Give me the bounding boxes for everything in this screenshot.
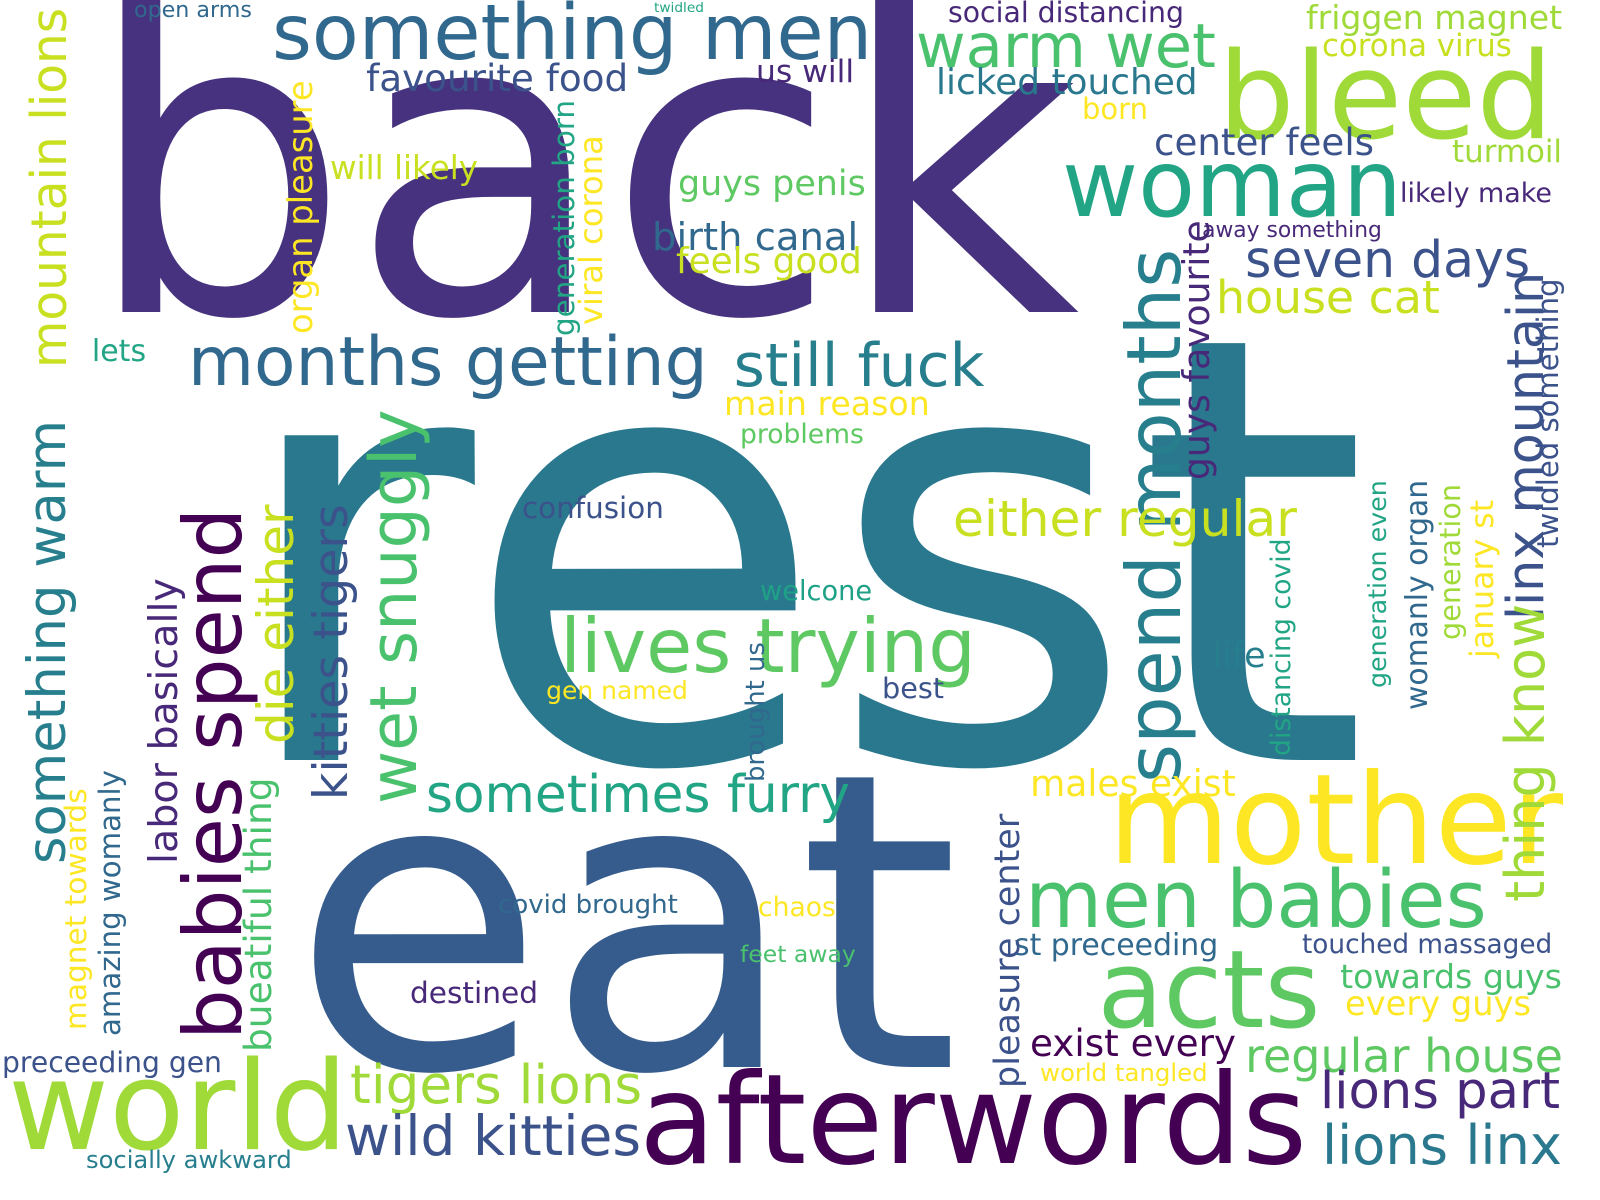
word-tigers-lions: tigers lions [350,1054,643,1117]
word-guys-favourite: guys favourite [1175,220,1218,480]
word-social-distancing: social distancing [948,0,1184,29]
word-gen-named: gen named [546,675,688,705]
word-touched-massaged: touched massaged [1302,929,1553,960]
word-kitties-tigers: kitties tigers [304,504,360,800]
word-woman: woman [1062,130,1402,239]
word-bleed: bleed [1218,26,1553,167]
word-mother: mother [1108,747,1564,893]
word-guys-penis: guys penis [678,163,866,204]
word-something-men: something men [272,0,873,79]
word-lets: lets [91,334,147,369]
word-corona-virus: corona virus [1322,27,1512,64]
word-born: born [1082,91,1148,126]
word-lions-part: lions part [1320,1061,1561,1122]
word-bueatiful-thing: bueatiful thing [236,777,281,1053]
word-distancing-covid: distancing covid [1265,538,1297,756]
word-away-something: away something [1202,218,1382,244]
word-sometimes-furry: sometimes furry [426,765,850,826]
word-us-will: us will [756,54,855,91]
word-birth-canal: birth canal [652,214,859,260]
word-open-arms: open arms [134,0,252,23]
word-lives-trying: lives trying [560,601,976,690]
word-preceeding-gen: preceeding gen [2,1045,222,1079]
word-thing-know: thing know [1494,603,1558,902]
word-world: world [8,1035,349,1180]
word-acts: acts [1097,928,1321,1054]
word-wet-snuggly: wet snuggly [356,409,432,805]
word-towards-guys: towards guys [1340,957,1562,997]
word-covid-brought: covid brought [498,890,678,920]
word-mountain-lions: mountain lions [21,7,78,368]
word-regular-house: regular house [1245,1029,1563,1083]
word-exist-every: exist every [1030,1021,1237,1066]
word-seven-days: seven days [1245,229,1531,289]
word-january-st: january st [1465,499,1502,658]
word-afterwords: afterwords [639,1047,1308,1193]
word-confusion: confusion [522,491,664,526]
word-feels-good: feels good [676,241,862,283]
word-favourite-food: favourite food [366,56,629,101]
word-magnet-towards: magnet towards [59,788,94,1030]
word-st-preceeding: st preceeding [1014,928,1219,964]
word-friggen-magnet: friggen magnet [1306,0,1563,37]
word-organ-pleasure: organ pleasure [281,80,321,334]
word-house-cat: house cat [1216,270,1440,325]
word-problems: problems [740,418,864,450]
word-feet-away: feet away [740,940,856,969]
word-viral-corona: viral corona [571,135,610,325]
word-rest: rest [230,209,1370,901]
word-amazing-womanly: amazing womanly [93,770,128,1036]
word-pleasure-center: pleasure center [987,813,1028,1088]
word-twidled: twidled [654,0,704,17]
word-either-regular: either regular [953,488,1297,548]
word-months-getting: months getting [188,322,708,402]
word-eat: eat [291,684,960,1165]
word-back: back [84,0,1080,412]
word-labor-basically: labor basically [141,578,188,864]
word-warm-wet: warm wet [916,12,1216,83]
word-chaos: chaos [758,891,836,923]
word-center-feels: center feels [1154,120,1375,165]
word-generation-even: generation even [1363,480,1393,688]
word-will-likely: will likely [330,148,478,187]
word-likely-make: likely make [1400,177,1552,209]
word-destined: destined [410,976,538,1011]
word-twidled-something: twidled something [1531,278,1566,548]
word-die-either: die either [247,504,305,744]
word-wild-kitties: wild kitties [345,1103,641,1168]
word-main-reason: main reason [724,384,930,424]
word-men-babies: men babies [1025,853,1487,946]
word-licked-touched: licked touched [936,62,1198,103]
word-still-fuck: still fuck [733,331,985,401]
word-males-exist: males exist [1030,762,1236,805]
word-turmoil: turmoil [1452,133,1563,170]
word-lions-linx: lions linx [1322,1113,1563,1177]
word-life: life [1212,635,1266,676]
word-best: best [882,670,945,705]
word-brought-us: brought us [741,642,771,782]
word-womanly-organ: womanly organ [1400,479,1436,710]
word-welcone: welcone [760,576,873,608]
word-every-guys: every guys [1345,984,1532,1024]
word-generation: generation [1432,483,1467,640]
word-world-tangled: world tangled [1040,1057,1208,1087]
word-socially-awkward: socially awkward [86,1145,292,1174]
